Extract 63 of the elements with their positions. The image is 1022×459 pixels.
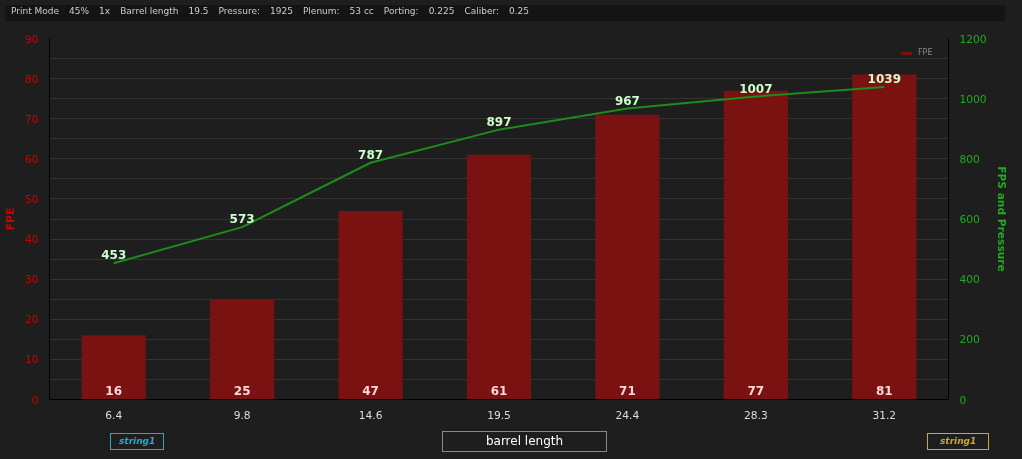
- text: 0.225: [428, 6, 455, 16]
- bar: [338, 210, 403, 400]
- x-tick-label: 19.5: [487, 408, 511, 422]
- bar: [852, 74, 917, 400]
- y2-axis-title: FPS and Pressure: [994, 166, 1008, 272]
- x-tick-label: 14.6: [358, 408, 383, 422]
- bar: [466, 154, 532, 400]
- text: Plenum:: [302, 6, 340, 16]
- y-axis-title: FPE: [3, 207, 17, 231]
- data-label: 61: [490, 383, 508, 398]
- data-label: 967: [614, 93, 640, 108]
- y-tick-label: 50: [24, 192, 39, 206]
- data-label: 573: [229, 212, 255, 227]
- data-label: 787: [358, 147, 384, 162]
- y2-tick-label: 400: [959, 273, 981, 287]
- data-label: 453: [101, 248, 127, 263]
- text: 1925: [270, 6, 293, 16]
- data-label: 47: [362, 383, 379, 398]
- text: string1: [110, 433, 165, 450]
- text: 45%: [69, 6, 90, 16]
- data-label: 25: [233, 383, 251, 398]
- data-label: 16: [105, 383, 123, 398]
- y2-tick-label: 0: [959, 393, 967, 407]
- x-axis-title: barrel length: [442, 431, 607, 453]
- text: string1: [927, 433, 990, 450]
- text: Porting:: [383, 6, 419, 16]
- y-tick-label: 30: [24, 273, 39, 287]
- bar: [210, 299, 275, 400]
- y2-tick-label: 1000: [959, 92, 987, 106]
- data-label: 77: [747, 383, 765, 398]
- x-tick-label: 28.3: [743, 408, 768, 422]
- y2-tick-label: 600: [959, 213, 981, 226]
- y-tick-label: 60: [24, 152, 39, 166]
- text: 53 cc: [349, 6, 374, 16]
- y-tick-label: 10: [24, 353, 39, 367]
- y-tick-label: 70: [24, 112, 39, 126]
- x-tick-label: 24.4: [615, 408, 640, 422]
- y-tick-label: 90: [24, 32, 39, 46]
- text: 0.25: [509, 6, 530, 16]
- data-label: 897: [486, 114, 512, 129]
- text: 19.5: [188, 6, 209, 16]
- x-tick-label: 9.8: [233, 408, 251, 422]
- y-tick-label: 20: [24, 313, 39, 327]
- y-tick-label: 80: [24, 72, 39, 86]
- text: Caliber:: [464, 6, 500, 16]
- text: Print Mode: [11, 6, 60, 16]
- data-label: 71: [619, 383, 636, 398]
- bar: [81, 335, 146, 400]
- bar: [595, 114, 660, 400]
- y2-tick-label: 200: [959, 333, 981, 347]
- y-tick-label: 40: [24, 233, 39, 247]
- y2-tick-label: 1200: [959, 32, 987, 46]
- x-tick-label: 31.2: [872, 408, 897, 422]
- x-tick-label: 6.4: [105, 408, 123, 422]
- y-tick-label: 0: [31, 393, 39, 407]
- text: 1x: [99, 6, 111, 16]
- y2-tick-label: 800: [959, 152, 981, 166]
- data-label: 1039: [867, 71, 901, 86]
- legend-label: FPE: [918, 48, 934, 57]
- text: Barrel length: [120, 6, 179, 16]
- text: Pressure:: [218, 6, 261, 16]
- data-label: 1007: [739, 81, 773, 96]
- data-label: 81: [875, 383, 893, 398]
